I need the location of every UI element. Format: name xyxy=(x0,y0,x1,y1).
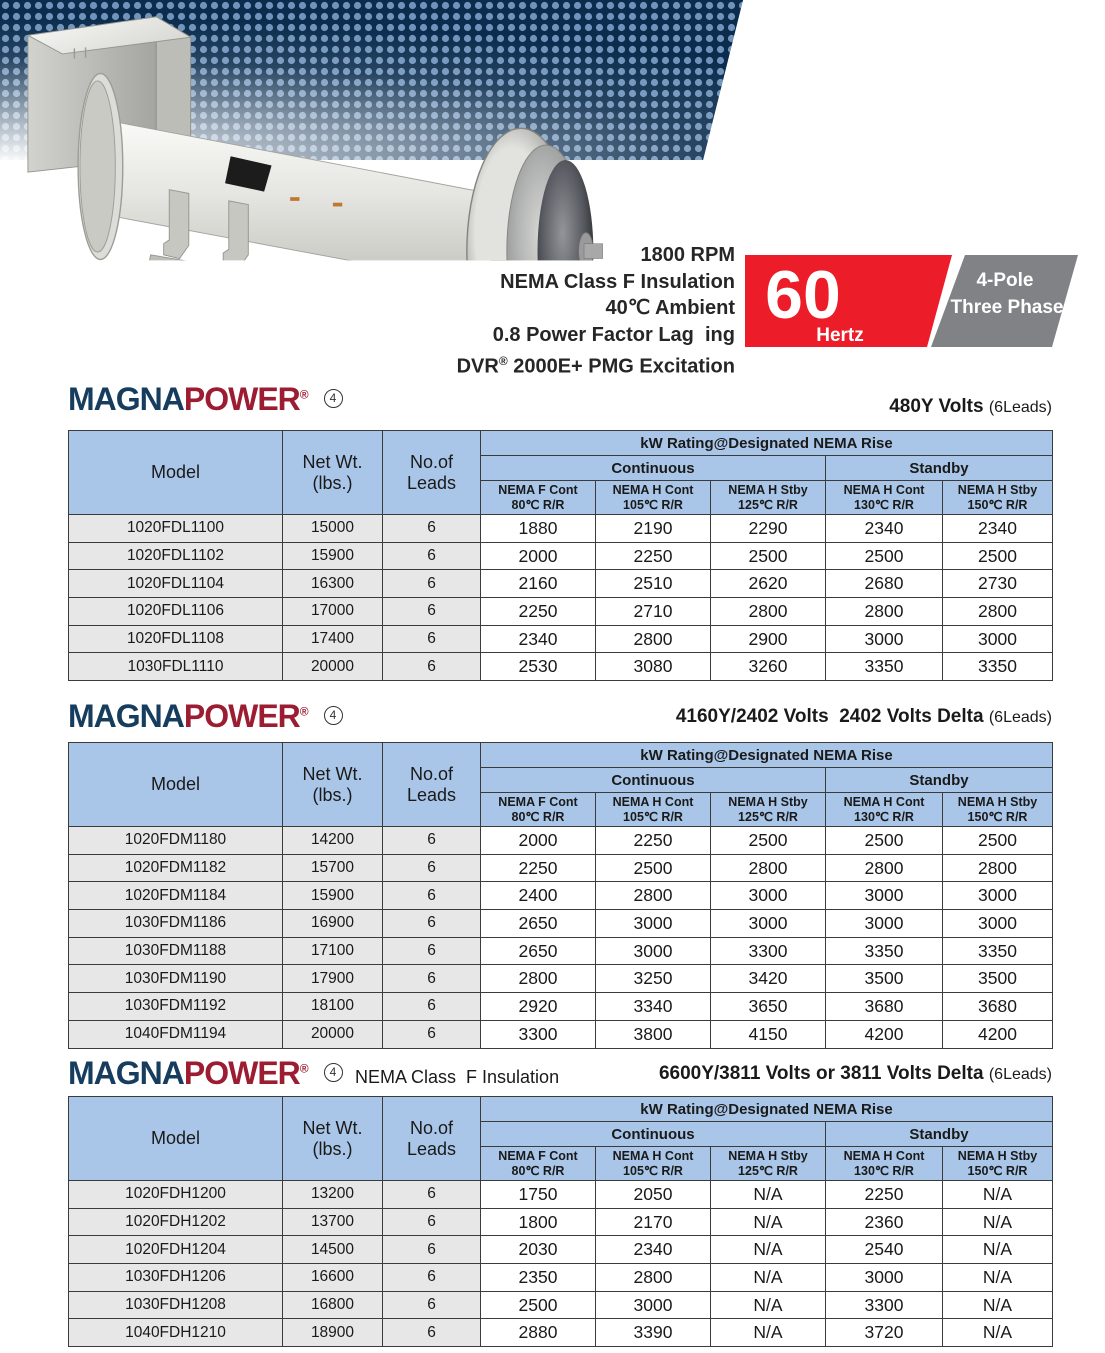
svg-text:Hertz: Hertz xyxy=(816,325,864,346)
svg-text:Three Phase: Three Phase xyxy=(951,297,1064,318)
svg-text:4-Pole: 4-Pole xyxy=(976,270,1033,291)
svg-text:60: 60 xyxy=(765,257,841,333)
